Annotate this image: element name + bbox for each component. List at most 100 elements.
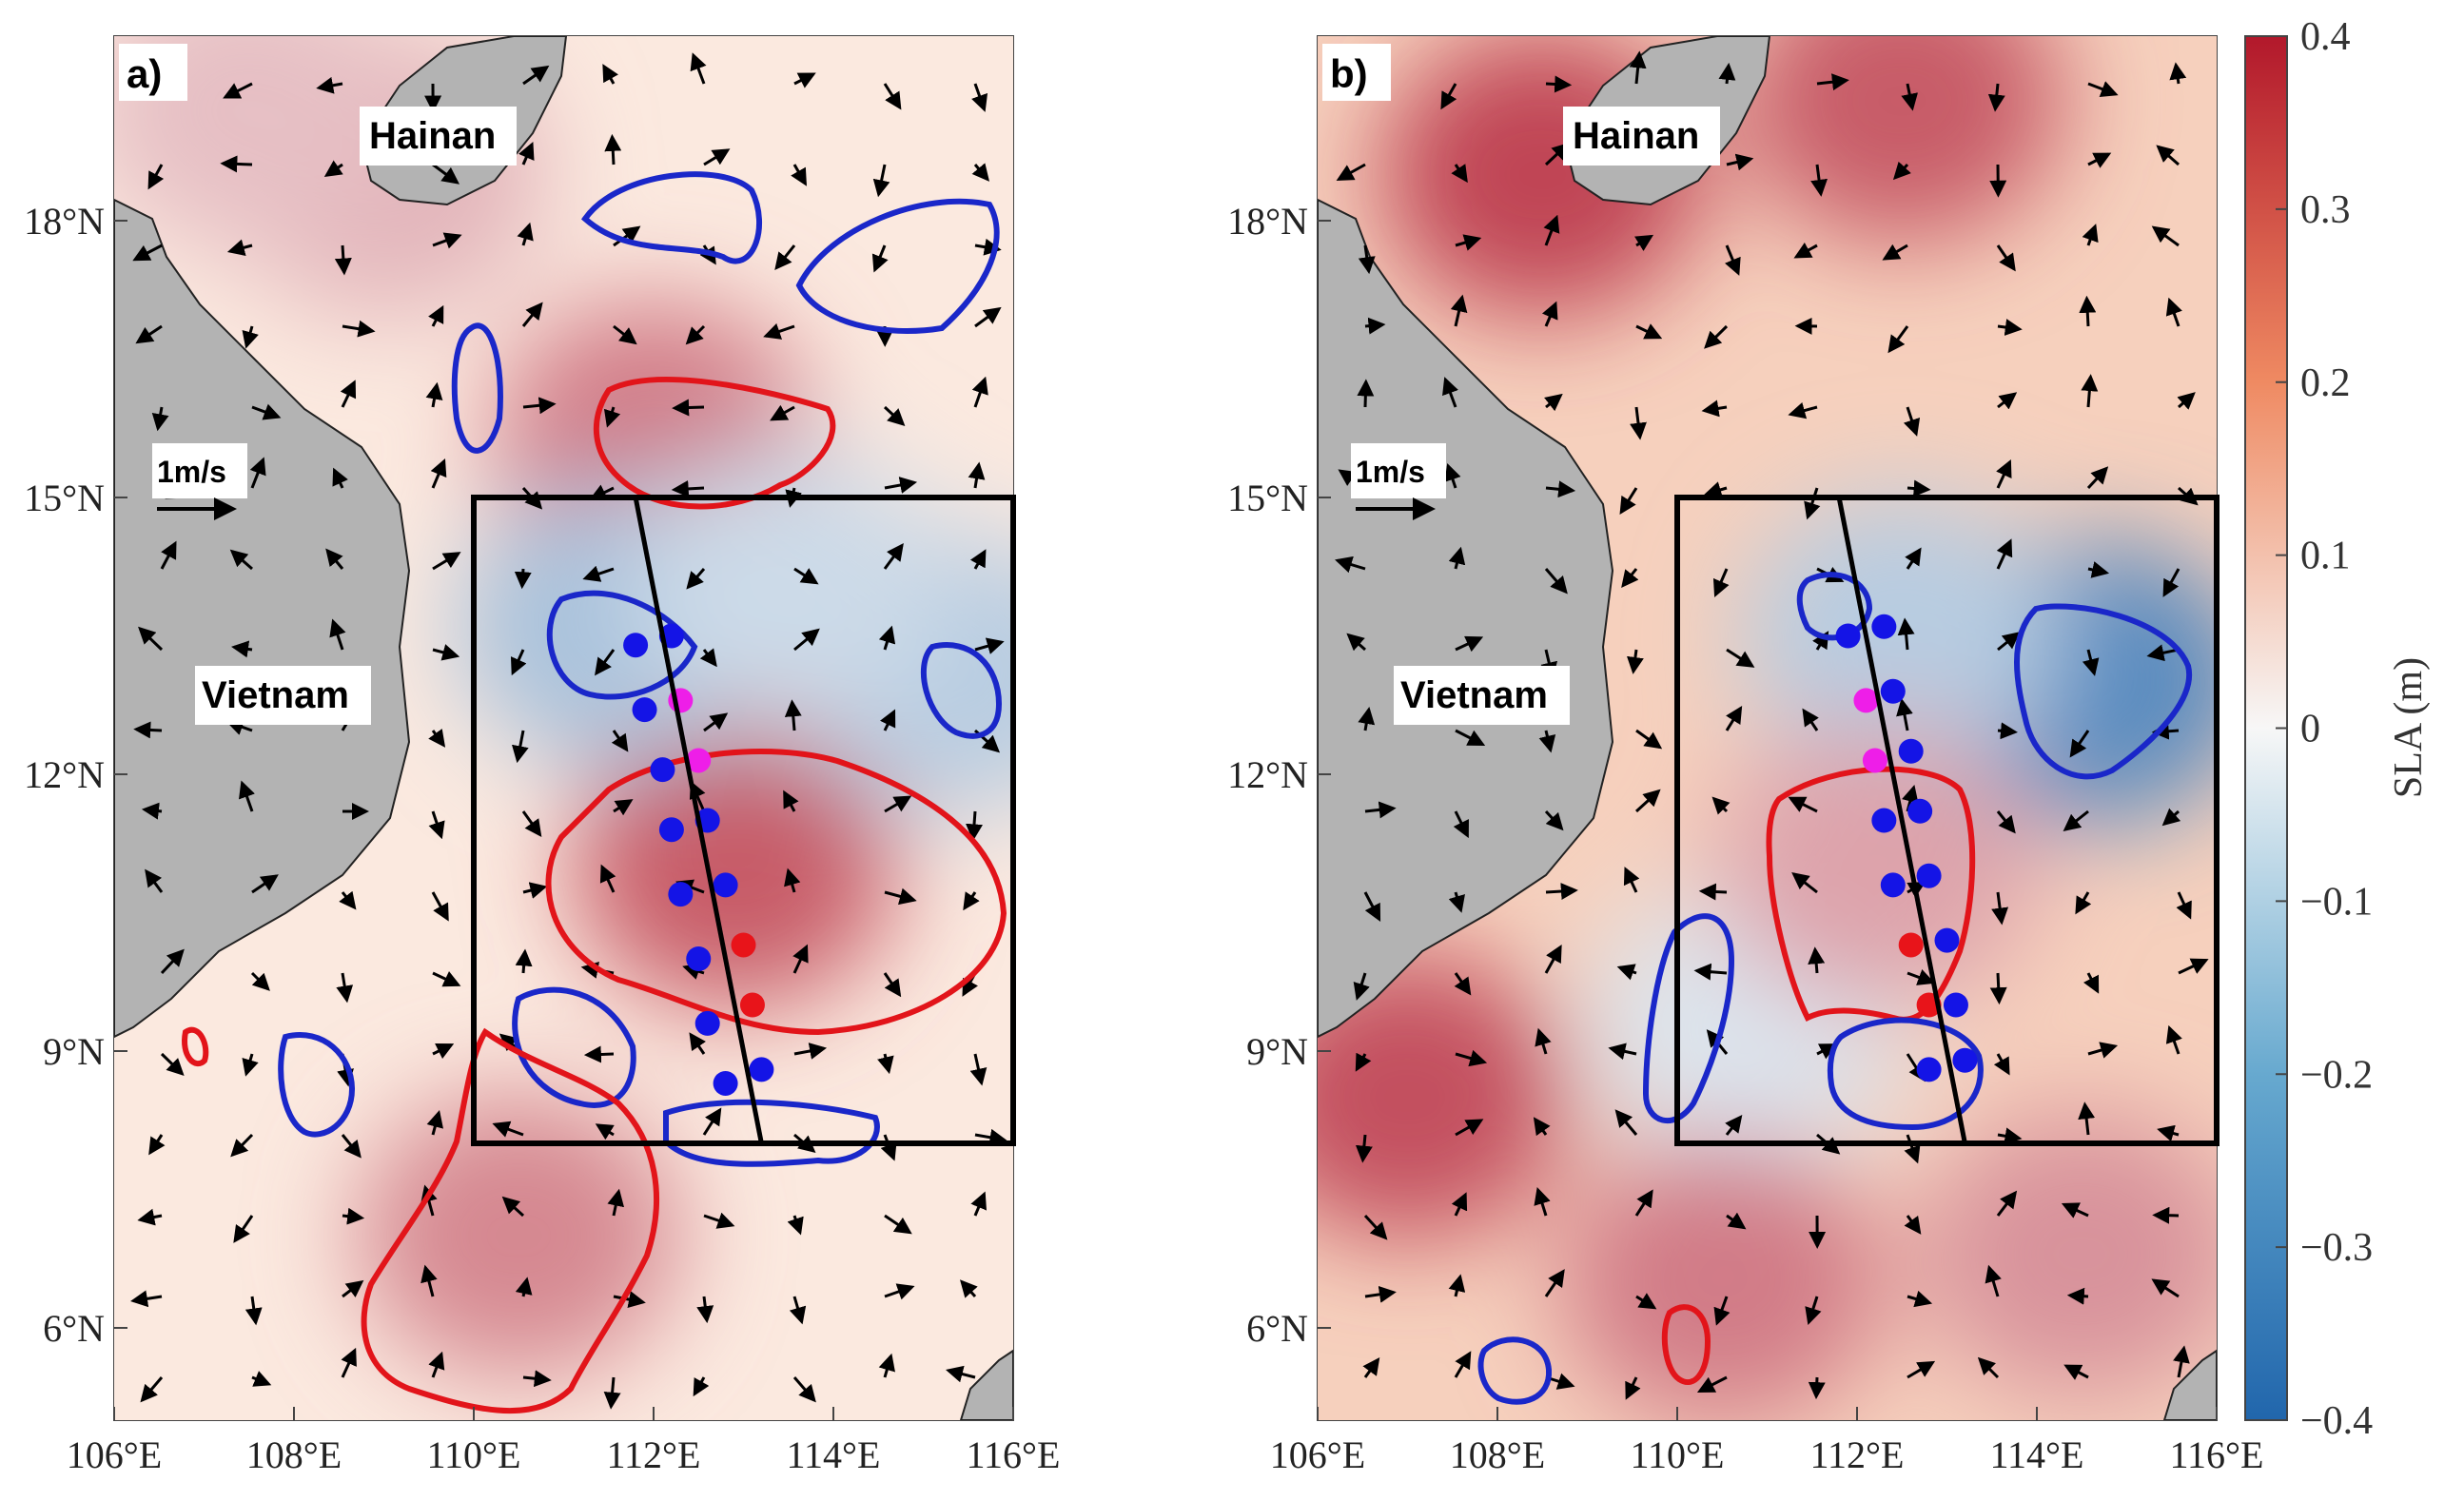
velocity-arrow (784, 699, 802, 731)
velocity-arrow (1903, 406, 1921, 437)
panel-a-label-bg (119, 44, 187, 101)
colorbar-tick-label: −0.2 (2300, 1053, 2373, 1097)
sla-anomaly-blob (1560, 1139, 1885, 1420)
velocity-arrow (1451, 1192, 1468, 1217)
velocity-arrow (521, 810, 542, 838)
velocity-arrow (1353, 972, 1370, 1001)
velocity-arrow (432, 163, 460, 185)
velocity-arrow (341, 1134, 362, 1159)
velocity-arrow (251, 874, 279, 894)
velocity-arrow (141, 802, 163, 820)
velocity-arrow (774, 244, 796, 271)
station-blue-marker (1880, 678, 1906, 704)
velocity-arrow (1989, 972, 2007, 1005)
station-blue-marker (623, 633, 649, 658)
lat-tick-label: 6°N (43, 1307, 105, 1350)
vietnam-label: Vietnam (202, 674, 349, 716)
colorbar-tick-label: −0.4 (2300, 1399, 2373, 1443)
velocity-arrow (1997, 632, 2021, 652)
velocity-arrow (242, 325, 259, 349)
velocity-arrow (877, 1053, 894, 1075)
panel-a-study-box (471, 495, 1016, 1146)
velocity-arrow (1635, 729, 1663, 750)
velocity-arrow (1544, 568, 1568, 595)
velocity-arrow (703, 712, 729, 732)
velocity-arrow (1346, 633, 1366, 652)
scale-box (152, 443, 247, 498)
velocity-arrow (1997, 722, 2018, 740)
velocity-arrow (784, 867, 801, 893)
velocity-arrow (329, 618, 346, 651)
velocity-arrow (1358, 244, 1376, 275)
velocity-arrow (792, 944, 809, 974)
velocity-arrow (1363, 1214, 1388, 1240)
velocity-arrow (582, 565, 615, 582)
velocity-arrow (1993, 1053, 2010, 1076)
velocity-arrow (702, 1107, 722, 1136)
velocity-arrow (1625, 1376, 1641, 1400)
velocity-arrow (783, 789, 799, 812)
velocity-arrow (428, 1351, 445, 1378)
velocity-arrow (2176, 891, 2192, 920)
velocity-arrow (602, 64, 618, 85)
station-blue-marker (668, 882, 694, 907)
velocity-arrow (1543, 214, 1560, 246)
velocity-arrow (1887, 325, 1909, 354)
velocity-arrow (1544, 393, 1563, 412)
panel-b-label-bg (1322, 44, 1391, 101)
colorbar-title: SLA (m) (2387, 657, 2431, 798)
velocity-arrow (1455, 234, 1482, 251)
velocity-arrow (2151, 1278, 2180, 1298)
panel-a-eddy-contours (182, 171, 1007, 1414)
borneo-corner-land (2162, 1349, 2217, 1420)
velocity-arrow (2061, 1202, 2089, 1218)
velocity-arrow (2087, 561, 2110, 578)
scale-box (1351, 443, 1446, 498)
velocity-arrow (145, 868, 164, 893)
velocity-arrow (432, 552, 461, 571)
velocity-arrow (1701, 400, 1728, 418)
velocity-arrow (1534, 1187, 1551, 1217)
velocity-arrow (132, 244, 163, 262)
colorbar-tick-label: 0.3 (2300, 188, 2351, 232)
velocity-arrow (1448, 891, 1465, 913)
colorbar-tick-label: 0.2 (2300, 361, 2351, 405)
velocity-arrow (974, 306, 1002, 328)
velocity-arrow (1619, 487, 1638, 515)
velocity-arrow (517, 222, 534, 246)
velocity-arrow (884, 1283, 915, 1300)
velocity-arrow (1726, 648, 1755, 668)
colorbar: 0.4 0.3 0.2 0.1 0 −0.1 −0.2 −0.3 −0.4 SLA (m) (2244, 15, 2431, 1443)
velocity-arrow (430, 458, 447, 489)
velocity-arrow (1450, 294, 1468, 327)
velocity-arrow (2146, 644, 2180, 662)
velocity-arrow (1996, 244, 2016, 272)
velocity-arrow (872, 164, 890, 198)
velocity-arrow (1907, 969, 1936, 985)
velocity-arrow (968, 461, 986, 489)
velocity-arrow (770, 404, 795, 421)
velocity-arrow (323, 160, 343, 177)
velocity-arrow (883, 972, 902, 998)
velocity-arrow (963, 891, 980, 911)
velocity-arrow (522, 882, 548, 899)
velocity-arrow (1544, 1269, 1565, 1297)
velocity-arrow (2156, 145, 2180, 166)
colorbar-tick-label: 0.1 (2300, 535, 2351, 578)
velocity-arrow (2177, 392, 2196, 410)
velocity-arrow (1616, 964, 1637, 981)
velocity-arrow (341, 1347, 357, 1378)
velocity-arrow (613, 225, 641, 247)
velocity-arrow (432, 644, 460, 661)
velocity-arrow (160, 540, 177, 570)
velocity-arrow (1635, 323, 1663, 340)
lat-tick-label: 18°N (24, 200, 105, 243)
velocity-arrow (1634, 789, 1661, 813)
velocity-arrow (971, 83, 988, 112)
velocity-arrow (1897, 617, 1915, 651)
station-blue-marker (1835, 623, 1861, 649)
panel-b-transect-line (1836, 497, 1967, 1144)
anticyclonic-eddy-contour (182, 1026, 209, 1067)
lon-tick-label: 112°E (1810, 1433, 1905, 1476)
anticyclonic-eddy-contour (1661, 1304, 1711, 1385)
